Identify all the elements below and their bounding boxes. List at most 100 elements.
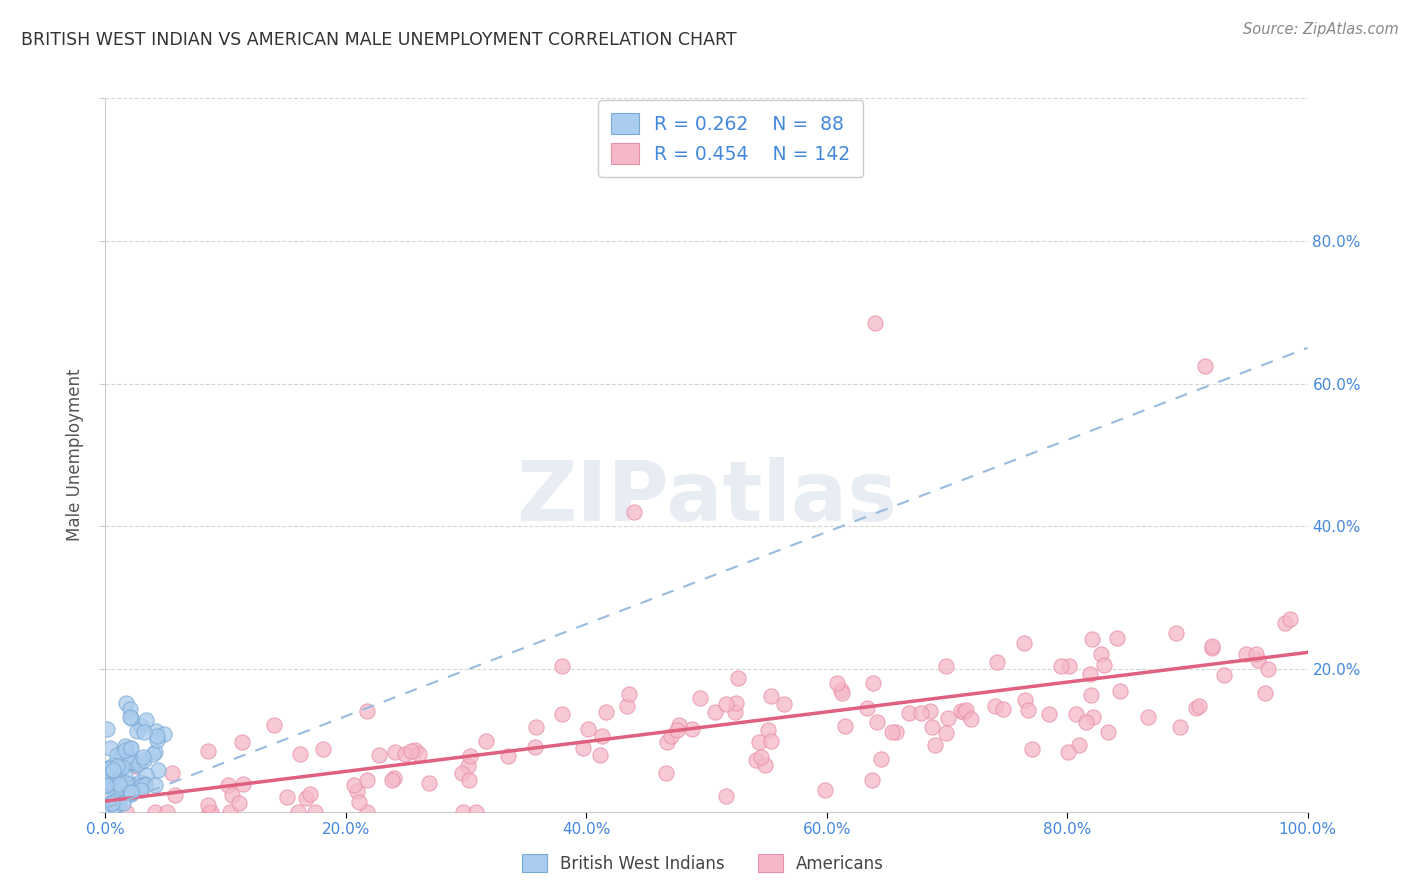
- Point: [1057, 745, 1080, 759]
- Point: [103, 779, 125, 793]
- Point: [120, 787, 142, 801]
- Point: [156, 805, 179, 819]
- Point: [714, 697, 737, 711]
- Point: [457, 759, 479, 773]
- Point: [1188, 698, 1211, 713]
- Point: [112, 745, 135, 759]
- Point: [120, 785, 142, 799]
- Point: [298, 787, 321, 801]
- Point: [114, 754, 136, 768]
- Point: [103, 764, 125, 778]
- Point: [862, 675, 884, 690]
- Point: [356, 773, 378, 788]
- Point: [165, 788, 187, 802]
- Point: [950, 704, 973, 718]
- Point: [218, 805, 240, 819]
- Point: [108, 761, 131, 775]
- Point: [114, 776, 136, 790]
- Point: [983, 698, 1005, 713]
- Point: [134, 778, 156, 792]
- Point: [745, 754, 768, 768]
- Point: [1257, 662, 1279, 676]
- Point: [724, 705, 747, 719]
- Point: [114, 739, 136, 754]
- Point: [659, 729, 682, 743]
- Point: [200, 805, 222, 819]
- Text: Source: ZipAtlas.com: Source: ZipAtlas.com: [1243, 22, 1399, 37]
- Point: [228, 796, 250, 810]
- Point: [986, 656, 1008, 670]
- Point: [98, 779, 121, 793]
- Point: [146, 763, 169, 777]
- Point: [834, 719, 856, 733]
- Point: [105, 748, 128, 763]
- Point: [1109, 684, 1132, 698]
- Point: [384, 745, 406, 759]
- Point: [142, 747, 165, 761]
- Point: [295, 791, 318, 805]
- Point: [107, 780, 129, 794]
- Point: [103, 789, 125, 804]
- Point: [1017, 703, 1039, 717]
- Point: [689, 691, 711, 706]
- Point: [145, 724, 167, 739]
- Point: [135, 768, 157, 782]
- Point: [921, 720, 943, 734]
- Point: [231, 735, 253, 749]
- Point: [1279, 611, 1302, 625]
- Point: [111, 796, 134, 810]
- Point: [1137, 710, 1160, 724]
- Point: [1049, 658, 1071, 673]
- Point: [101, 778, 124, 792]
- Point: [232, 777, 254, 791]
- Point: [129, 719, 152, 733]
- Point: [120, 740, 142, 755]
- Point: [108, 797, 131, 811]
- Point: [1168, 720, 1191, 734]
- Point: [591, 729, 613, 743]
- Point: [524, 720, 547, 734]
- Text: ZIPatlas: ZIPatlas: [516, 458, 897, 538]
- Point: [1234, 648, 1257, 662]
- Point: [197, 744, 219, 758]
- Point: [145, 733, 167, 747]
- Point: [111, 760, 134, 774]
- Point: [97, 768, 120, 782]
- Point: [197, 798, 219, 813]
- Point: [101, 763, 124, 777]
- Point: [94, 778, 117, 792]
- Point: [356, 704, 378, 718]
- Point: [1078, 666, 1101, 681]
- Point: [1185, 701, 1208, 715]
- Point: [101, 757, 124, 772]
- Point: [1166, 626, 1188, 640]
- Point: [464, 805, 486, 819]
- Point: [863, 316, 886, 330]
- Point: [125, 724, 148, 739]
- Point: [1059, 659, 1081, 673]
- Point: [1244, 648, 1267, 662]
- Point: [100, 797, 122, 811]
- Point: [617, 687, 640, 701]
- Point: [814, 782, 837, 797]
- Point: [830, 683, 852, 698]
- Point: [524, 739, 547, 754]
- Point: [105, 799, 128, 814]
- Point: [104, 793, 127, 807]
- Point: [496, 749, 519, 764]
- Point: [107, 765, 129, 780]
- Point: [394, 747, 416, 761]
- Point: [551, 658, 574, 673]
- Point: [458, 749, 481, 764]
- Point: [97, 762, 120, 776]
- Point: [288, 747, 311, 762]
- Point: [118, 777, 141, 791]
- Point: [349, 795, 371, 809]
- Point: [953, 705, 976, 719]
- Point: [118, 781, 141, 796]
- Point: [98, 761, 121, 775]
- Point: [1212, 668, 1234, 682]
- Point: [1092, 658, 1115, 673]
- Point: [110, 781, 132, 796]
- Point: [117, 781, 139, 796]
